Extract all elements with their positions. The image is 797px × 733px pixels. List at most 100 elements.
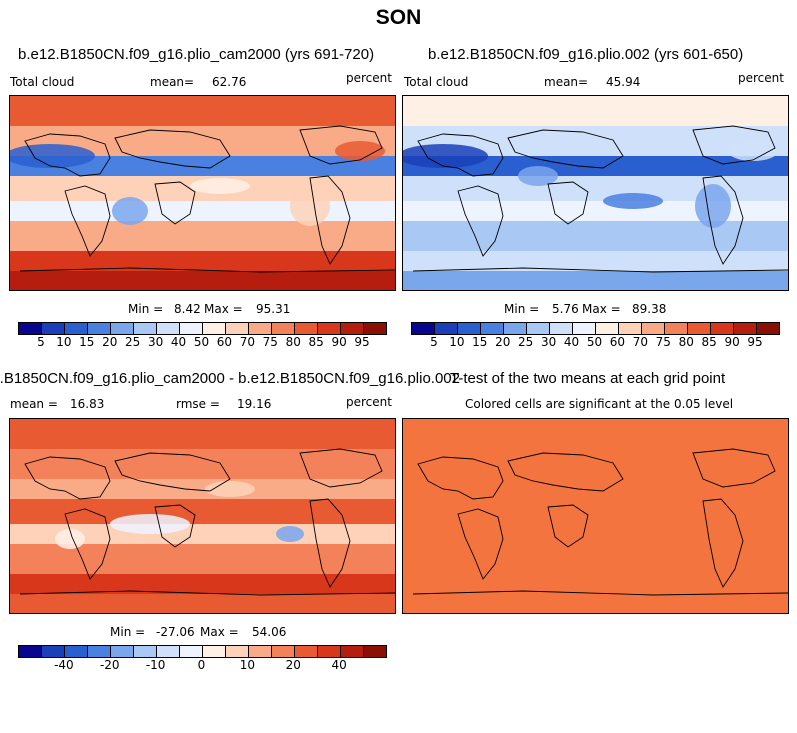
panel4-subtitle: Colored cells are significant at the 0.0… (465, 397, 734, 411)
panel1-variable: Total cloud (10, 75, 75, 89)
colorbar-tick-label: 85 (701, 335, 717, 349)
colorbar-swatch (550, 323, 573, 334)
panel2-units: percent (738, 71, 784, 85)
season-title: SON (375, 6, 422, 29)
colorbar-tick-label: 20 (495, 335, 511, 349)
panel3-min: -27.06 (156, 625, 195, 639)
colorbar-tick-label: -20 (99, 658, 120, 672)
colorbar-swatch (249, 323, 272, 334)
panel1-max: 95.31 (256, 302, 291, 316)
panel3-units: percent (346, 395, 392, 409)
colorbar-swatch (111, 646, 134, 657)
colorbar-swatch (42, 646, 65, 657)
colorbar-tick-label: 10 (239, 658, 256, 672)
colorbar-tick-label: 95 (747, 335, 763, 349)
colorbar-tick-label: -10 (145, 658, 166, 672)
panel2-colorbar (411, 322, 780, 335)
colorbar-swatch (249, 646, 272, 657)
colorbar-tick-label: 50 (586, 335, 603, 349)
panel1-units: percent (346, 71, 392, 85)
colorbar-swatch (65, 646, 88, 657)
colorbar-swatch (157, 646, 180, 657)
panel1-mean-label: mean= (150, 75, 195, 89)
colorbar-tick-label: 40 (563, 335, 580, 349)
colorbar-swatch (364, 323, 386, 334)
colorbar-tick-label: 30 (147, 335, 164, 349)
colorbar-swatch (180, 646, 203, 657)
colorbar-tick-label: 60 (216, 335, 233, 349)
colorbar-tick-label: 80 (285, 335, 301, 349)
panel1-colorbar (18, 322, 387, 335)
panel1-title: b.e12.B1850CN.f09_g16.plio_cam2000 (yrs … (18, 46, 375, 63)
colorbar-tick-label: 20 (285, 658, 301, 672)
colorbar-tick-label: 90 (331, 335, 347, 349)
colorbar-swatch (757, 323, 779, 334)
colorbar-swatch (65, 323, 88, 334)
colorbar-tick-label: 0 (197, 658, 206, 672)
colorbar-tick-label: 40 (331, 658, 347, 672)
panel3-rmse: 19.16 (237, 397, 272, 411)
colorbar-tick-label: 75 (262, 335, 278, 349)
colorbar-swatch (272, 646, 295, 657)
panel1-map (9, 95, 396, 291)
colorbar-swatch (295, 646, 318, 657)
colorbar-swatch (203, 646, 226, 657)
colorbar-tick-label: 25 (125, 335, 141, 349)
colorbar-swatch (341, 323, 364, 334)
panel2-mean-label: mean= (544, 75, 589, 89)
panel2-max: 89.38 (632, 302, 667, 316)
panel2-map (402, 95, 789, 291)
colorbar-swatch (19, 323, 42, 334)
panel3-rmse-label: rmse = (176, 397, 220, 411)
colorbar-swatch (318, 646, 341, 657)
panel1-mean: 62.76 (212, 75, 247, 89)
colorbar-swatch (42, 323, 65, 334)
colorbar-swatch (226, 323, 249, 334)
colorbar-tick-label: 50 (193, 335, 210, 349)
colorbar-tick-label: 70 (239, 335, 256, 349)
map-field (10, 96, 395, 290)
colorbar-tick-label: 15 (79, 335, 95, 349)
colorbar-tick-label: 25 (518, 335, 534, 349)
colorbar-swatch (412, 323, 435, 334)
colorbar-swatch (481, 323, 504, 334)
map-field (403, 96, 788, 290)
colorbar-swatch (734, 323, 757, 334)
colorbar-swatch (88, 323, 111, 334)
colorbar-swatch (504, 323, 527, 334)
colorbar-swatch (435, 323, 458, 334)
colorbar-swatch (573, 323, 596, 334)
colorbar-tick-label: 10 (449, 335, 465, 349)
colorbar-swatch (226, 646, 249, 657)
colorbar-swatch (134, 323, 157, 334)
panel3-map (9, 418, 396, 614)
colorbar-swatch (688, 323, 711, 334)
panel1-min: 8.42 (174, 302, 201, 316)
panel3-mean-label: mean = (10, 397, 58, 411)
colorbar-tick-label: 80 (678, 335, 694, 349)
colorbar-swatch (111, 323, 134, 334)
panel3-title: b.e12.B1850CN.f09_g16.plio_cam2000 - b.e… (0, 370, 460, 387)
colorbar-tick-label: 15 (472, 335, 488, 349)
colorbar-tick-label: 30 (540, 335, 557, 349)
colorbar-swatch (527, 323, 550, 334)
colorbar-swatch (711, 323, 734, 334)
colorbar-swatch (19, 646, 42, 657)
colorbar-tick-label: 75 (655, 335, 671, 349)
colorbar-tick-label: 5 (37, 335, 45, 349)
panel2-min: 5.76 (552, 302, 579, 316)
panel2-mean: 45.94 (606, 75, 641, 89)
colorbar-tick-label: 20 (102, 335, 118, 349)
panel2-colorbar-ticks: 5 10 15 20 25 30 40 50 60 70 75 80 85 90 95 (411, 335, 778, 351)
colorbar-swatch (180, 323, 203, 334)
colorbar-swatch (318, 323, 341, 334)
colorbar-swatch (364, 646, 386, 657)
panel3-colorbar-ticks: -40 -20 -10 0 10 20 40 (18, 658, 385, 674)
colorbar-tick-label: 5 (430, 335, 438, 349)
colorbar-tick-label: 10 (56, 335, 72, 349)
colorbar-swatch (665, 323, 688, 334)
colorbar-swatch (272, 323, 295, 334)
colorbar-tick-label: 40 (170, 335, 187, 349)
map-field (412, 448, 788, 596)
colorbar-swatch (596, 323, 619, 334)
